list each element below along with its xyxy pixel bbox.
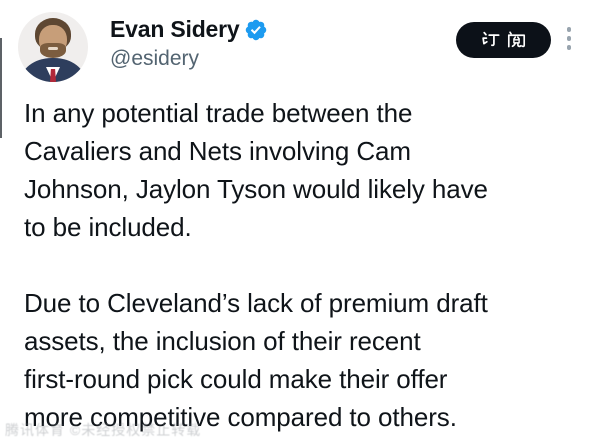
user-info: Evan Sidery @esidery	[110, 12, 268, 71]
tweet-text-line: to be included.	[24, 212, 192, 242]
avatar[interactable]	[18, 12, 88, 82]
subscribe-glyph-ding	[481, 31, 500, 46]
more-vertical-icon	[566, 27, 571, 32]
subscribe-glyph-yue	[507, 30, 525, 47]
user-handle: @esidery	[110, 47, 200, 70]
tweet-text: In any potential trade between the Caval…	[24, 94, 595, 436]
screenshot-edge-artifact	[0, 38, 2, 138]
tweet-text-line: assets, the inclusion of their recent	[24, 326, 421, 356]
tweet-text-line: Due to Cleveland’s lack of premium draft	[24, 288, 488, 318]
tweet-text-line: Cavaliers and Nets involving Cam	[24, 136, 411, 166]
subscribe-button[interactable]: 订阅	[455, 22, 551, 58]
tweet-text-line: more competitive compared to others.	[24, 402, 457, 432]
tweet-text-line: In any potential trade between the	[24, 98, 413, 128]
display-name[interactable]: Evan Sidery	[110, 16, 240, 42]
subscribe-label: 订阅	[503, 40, 504, 41]
tweet-paragraph: Due to Cleveland’s lack of premium draft…	[24, 284, 595, 436]
avatar-tie	[50, 69, 56, 82]
avatar-beard	[40, 43, 66, 58]
avatar-mouth	[48, 47, 58, 50]
tweet-header: Evan Sidery @esidery 订阅	[18, 12, 573, 86]
tweet-text-line: Johnson, Jaylon Tyson would likely have	[24, 174, 488, 204]
tweet-paragraph: In any potential trade between the Caval…	[24, 94, 595, 246]
verified-badge-icon	[246, 19, 267, 40]
tweet-text-line: first-round pick could make their offer	[24, 364, 448, 394]
display-name-row[interactable]: Evan Sidery	[110, 16, 268, 43]
more-options-button[interactable]	[565, 24, 574, 53]
header-actions: 订阅	[455, 12, 574, 58]
